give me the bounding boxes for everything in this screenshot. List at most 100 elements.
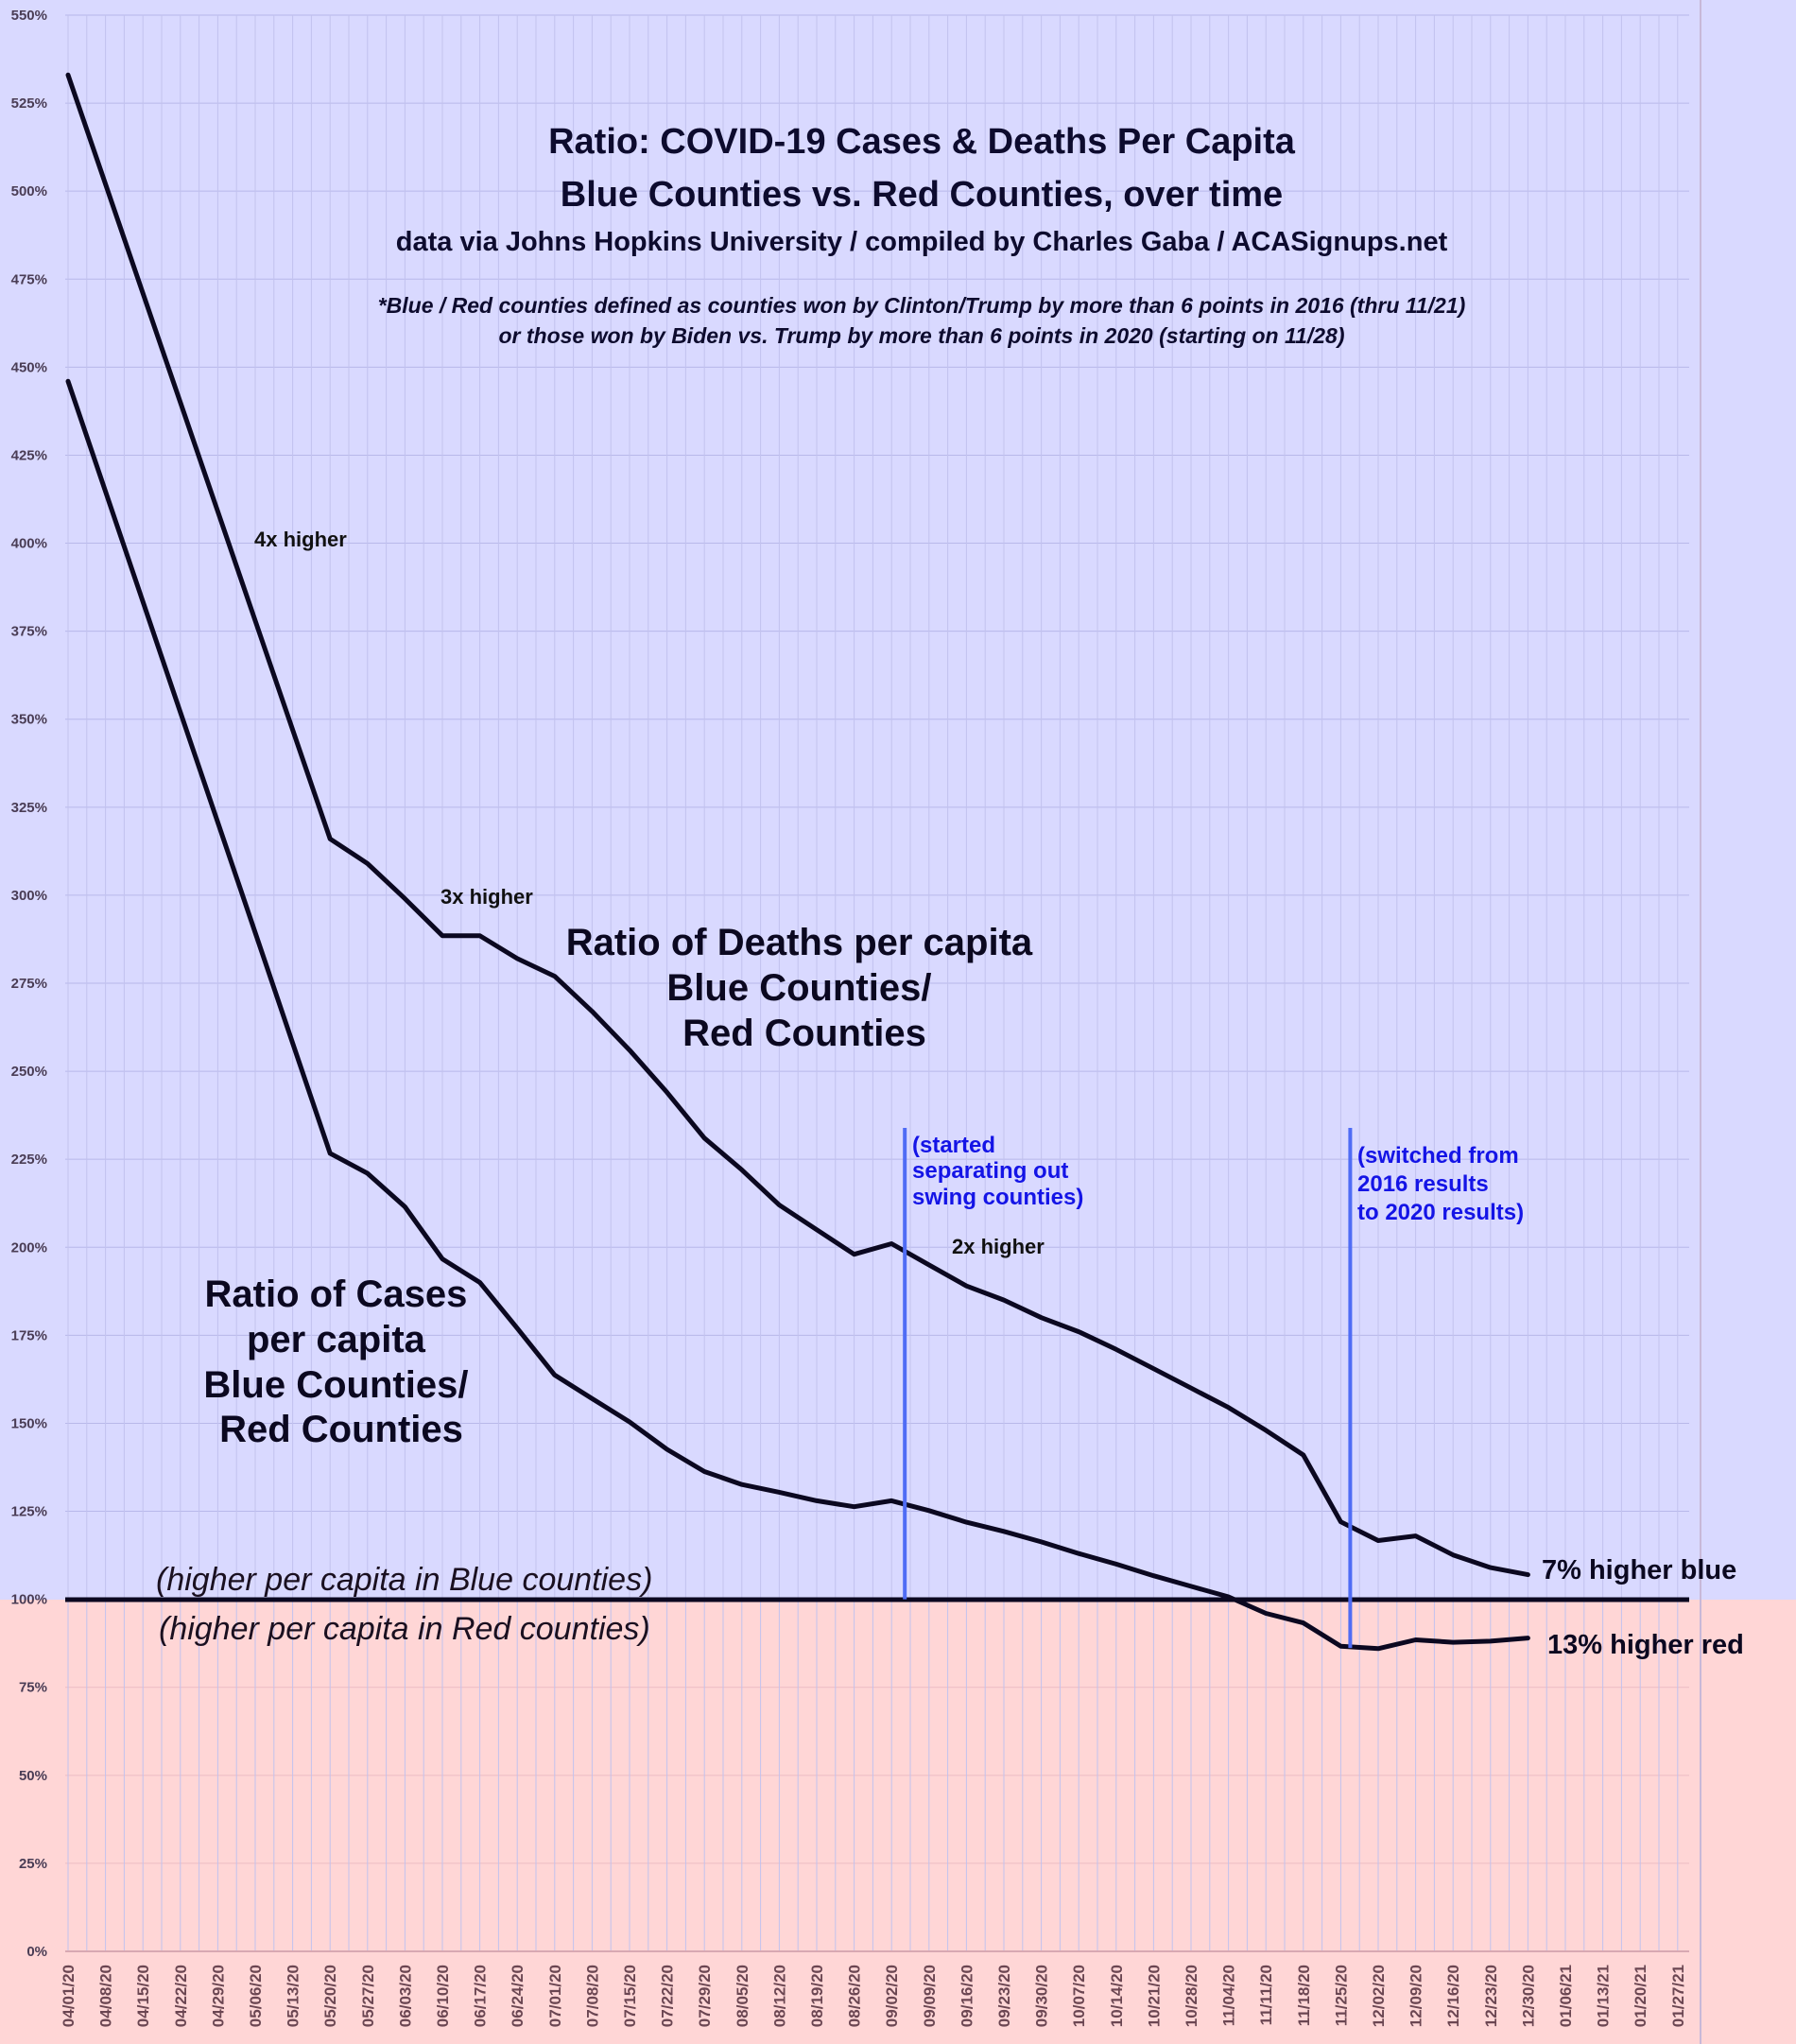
- y-tick-label: 375%: [11, 624, 47, 640]
- x-axis: 04/01/20 04/08/20 04/15/20 04/22/20 04/29/20…: [60, 1965, 1687, 2027]
- x-tick-label: 08/26/20: [846, 1965, 864, 2027]
- x-tick-label: 09/09/20: [921, 1965, 939, 2027]
- y-tick-label: 275%: [11, 976, 47, 992]
- y-tick-label: 100%: [11, 1592, 47, 1608]
- x-tick-label: 06/24/20: [509, 1965, 527, 2027]
- switch-annotation-line: (switched from: [1357, 1143, 1519, 1169]
- cases-label-line: Red Counties: [219, 1409, 463, 1450]
- x-tick-label: 09/30/20: [1033, 1965, 1051, 2027]
- x-tick-label: 12/16/20: [1444, 1965, 1462, 2027]
- x-tick-label: 11/11/20: [1257, 1965, 1275, 2025]
- chart-source: data via Johns Hopkins University / comp…: [396, 227, 1448, 257]
- x-tick-label: 12/23/20: [1482, 1965, 1500, 2027]
- x-tick-label: 12/02/20: [1370, 1965, 1388, 2027]
- red-region: [0, 1600, 1796, 2044]
- x-tick-label: 08/19/20: [808, 1965, 826, 2027]
- x-tick-label: 04/15/20: [134, 1965, 152, 2027]
- y-tick-label: 400%: [11, 536, 47, 552]
- y-tick-label: 450%: [11, 359, 47, 375]
- marker-lines: [903, 1128, 1353, 1649]
- deaths-label-line: Blue Counties/: [666, 967, 931, 1009]
- x-tick-label: 09/16/20: [958, 1965, 976, 2027]
- cases-series-line: [65, 378, 1530, 1652]
- y-tick-label: 200%: [11, 1239, 47, 1256]
- series-lines: [65, 72, 1530, 1652]
- x-tick-label: 05/06/20: [247, 1965, 265, 2027]
- x-tick-label: 10/28/20: [1183, 1965, 1200, 2027]
- swing-annotation: (started separating out swing counties): [912, 1133, 1083, 1210]
- red-side-label: (higher per capita in Red counties): [159, 1611, 650, 1647]
- x-tick-label: 05/13/20: [285, 1965, 302, 2027]
- y-tick-label: 150%: [11, 1415, 47, 1431]
- x-tick-label: 04/22/20: [172, 1965, 190, 2027]
- cases-label-line: Blue Counties/: [203, 1364, 468, 1406]
- x-tick-label: 07/22/20: [659, 1965, 677, 2027]
- swing-annotation-line: separating out: [912, 1158, 1068, 1184]
- y-tick-label: 300%: [11, 888, 47, 904]
- x-tick-label: 08/12/20: [770, 1965, 788, 2027]
- x-tick-label: 10/07/20: [1070, 1965, 1088, 2027]
- footnote-2: or those won by Biden vs. Trump by more …: [498, 323, 1344, 348]
- x-tick-label: 11/04/20: [1220, 1965, 1238, 2026]
- x-tick-label: 01/06/21: [1557, 1965, 1575, 2027]
- annotation-2x: 2x higher: [952, 1235, 1045, 1258]
- x-tick-label: 01/27/21: [1669, 1965, 1687, 2027]
- swing-annotation-line: (started: [912, 1133, 995, 1158]
- x-tick-label: 11/25/20: [1332, 1965, 1350, 2026]
- x-tick-label: 09/23/20: [995, 1965, 1013, 2027]
- x-tick-label: 01/20/21: [1632, 1965, 1649, 2027]
- y-tick-label: 0%: [26, 1944, 47, 1960]
- y-tick-label: 525%: [11, 95, 47, 112]
- x-tick-label: 11/18/20: [1295, 1965, 1313, 2026]
- y-tick-label: 25%: [19, 1856, 47, 1872]
- y-axis: 0% 25% 50% 75% 100% 125% 150% 175% 200% 225% 250% 2…: [11, 8, 47, 1960]
- blue-side-label: (higher per capita in Blue counties): [156, 1562, 652, 1598]
- y-tick-label: 225%: [11, 1152, 47, 1168]
- deaths-label-line: Ratio of Deaths per capita: [566, 922, 1033, 963]
- swing-annotation-line: swing counties): [912, 1185, 1083, 1210]
- switch-annotation: (switched from 2016 results to 2020 resu…: [1357, 1143, 1525, 1225]
- x-tick-label: 06/10/20: [434, 1965, 452, 2027]
- end-label-blue: 7% higher blue: [1542, 1555, 1736, 1585]
- y-tick-label: 425%: [11, 447, 47, 463]
- x-tick-label: 05/27/20: [359, 1965, 377, 2027]
- deaths-series-line: [65, 72, 1530, 1578]
- y-tick-label: 550%: [11, 8, 47, 24]
- annotation-4x: 4x higher: [254, 528, 347, 551]
- end-label-red: 13% higher red: [1547, 1630, 1744, 1660]
- y-tick-label: 50%: [19, 1768, 47, 1784]
- x-tick-label: 07/15/20: [621, 1965, 639, 2027]
- x-tick-label: 06/03/20: [396, 1965, 414, 2027]
- x-tick-label: 07/08/20: [583, 1965, 601, 2027]
- chart-title: Ratio: COVID-19 Cases & Deaths Per Capit…: [548, 122, 1296, 162]
- x-tick-label: 10/21/20: [1145, 1965, 1163, 2027]
- x-tick-label: 04/08/20: [97, 1965, 115, 2027]
- annotation-3x: 3x higher: [440, 885, 533, 909]
- x-tick-label: 07/29/20: [696, 1965, 714, 2027]
- deaths-series-label: Ratio of Deaths per capita Blue Counties…: [566, 922, 1044, 1054]
- y-tick-label: 250%: [11, 1064, 47, 1080]
- chart-subtitle: Blue Counties vs. Red Counties, over tim…: [561, 175, 1283, 215]
- y-tick-label: 475%: [11, 271, 47, 287]
- cases-series-label: Ratio of Cases per capita Blue Counties/…: [203, 1273, 478, 1450]
- y-tick-label: 350%: [11, 712, 47, 728]
- x-tick-label: 12/09/20: [1407, 1965, 1425, 2027]
- x-tick-label: 09/02/20: [883, 1965, 901, 2027]
- gridlines: [65, 0, 1701, 2044]
- x-tick-label: 04/01/20: [60, 1965, 78, 2027]
- x-tick-label: 06/17/20: [472, 1965, 490, 2027]
- y-tick-label: 75%: [19, 1680, 47, 1696]
- x-tick-label: 12/30/20: [1519, 1965, 1537, 2027]
- y-tick-label: 500%: [11, 183, 47, 199]
- cases-label-line: per capita: [247, 1319, 426, 1360]
- x-tick-label: 01/13/21: [1595, 1965, 1613, 2027]
- x-tick-label: 10/14/20: [1108, 1965, 1126, 2027]
- x-tick-label: 05/20/20: [321, 1965, 339, 2027]
- y-tick-label: 125%: [11, 1504, 47, 1520]
- cases-label-line: Ratio of Cases: [205, 1273, 468, 1315]
- y-tick-label: 325%: [11, 800, 47, 816]
- x-tick-label: 08/05/20: [734, 1965, 751, 2027]
- blue-region: [0, 0, 1796, 1600]
- x-tick-label: 04/29/20: [209, 1965, 227, 2027]
